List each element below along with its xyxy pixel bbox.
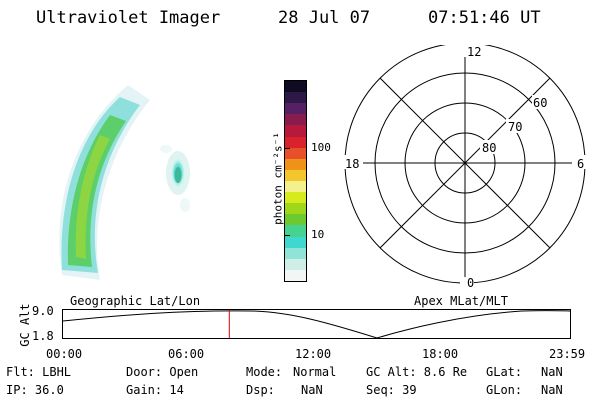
lat-label-70: 70 (508, 120, 523, 134)
color-scale-bar (284, 80, 307, 282)
door-field: Door: Open (126, 365, 199, 379)
color-scale-swatch (285, 114, 306, 126)
glat-label: GLat: (486, 365, 523, 379)
color-scale-swatch (285, 236, 306, 248)
colorbar-unit-label: photon cm⁻²s⁻¹ (271, 132, 285, 225)
orbit-x-tick-1800: 18:00 (422, 347, 459, 361)
mlt-label-12: 12 (467, 45, 482, 59)
glon-value: NaN (541, 383, 563, 397)
orbit-right-label: Apex MLat/MLT (414, 294, 508, 308)
colorbar-tick-10: 10 (311, 228, 325, 241)
mlt-label-6: 6 (577, 157, 585, 171)
uv-image (59, 85, 190, 280)
aurora-core (75, 135, 110, 259)
glon-label: GLon: (486, 383, 523, 397)
app-title: Ultraviolet Imager (36, 8, 221, 28)
ip-field: IP: 36.0 (6, 383, 64, 397)
orbit-plot (62, 309, 571, 339)
filter-field: Flt: LBHL (6, 365, 72, 379)
lat-label-60: 60 (533, 96, 548, 110)
mlt-label-18: 18 (345, 157, 360, 171)
color-scale-swatch (285, 147, 306, 159)
polar-grid (343, 45, 586, 289)
mlt-label-0: 0 (467, 276, 475, 290)
dsp-value: NaN (301, 383, 323, 397)
lat-label-80: 80 (482, 141, 497, 155)
orbit-y-tick-9: 9.0 (32, 304, 54, 318)
color-scale-swatch (285, 181, 306, 193)
date-label: 28 Jul 07 (278, 8, 371, 28)
mode-label: Mode: (246, 365, 283, 379)
color-scale-swatch (285, 192, 306, 204)
color-scale-swatch (285, 125, 306, 137)
time-label: 07:51:46 UT (428, 8, 541, 28)
color-scale-swatch (285, 158, 306, 170)
colorbar-tick-100: 100 (311, 141, 331, 154)
glat-value: NaN (541, 365, 563, 379)
color-scale-swatch (285, 81, 306, 93)
seq-field: Seq: 39 (366, 383, 417, 397)
color-scale-swatch (285, 169, 306, 182)
color-scale-swatch (285, 269, 306, 281)
orbit-x-tick-0000: 00:00 (46, 347, 83, 361)
orbit-x-tick-0600: 06:00 (168, 347, 205, 361)
altitude-curve (62, 310, 571, 339)
color-scale-swatch (285, 103, 306, 115)
color-scale-swatch (285, 214, 306, 226)
color-scale-swatch (285, 203, 306, 215)
gain-field: Gain: 14 (126, 383, 184, 397)
orbit-left-label: Geographic Lat/Lon (70, 294, 201, 308)
orbit-x-tick-2359: 23:59 (549, 347, 586, 361)
orbit-y-axis-label: GC Alt (18, 303, 32, 347)
color-scale-swatch (285, 92, 306, 104)
color-scale-swatch (285, 247, 306, 259)
gc-alt-field: GC Alt: 8.6 Re (366, 365, 468, 379)
mode-value: Normal (293, 365, 337, 379)
dsp-label: Dsp: (246, 383, 275, 397)
orbit-x-tick-1200: 12:00 (295, 347, 332, 361)
orbit-y-tick-1.8: 1.8 (32, 329, 54, 343)
color-scale-swatch (285, 258, 306, 270)
color-scale-swatch (285, 225, 306, 237)
color-scale-swatch (285, 136, 306, 148)
